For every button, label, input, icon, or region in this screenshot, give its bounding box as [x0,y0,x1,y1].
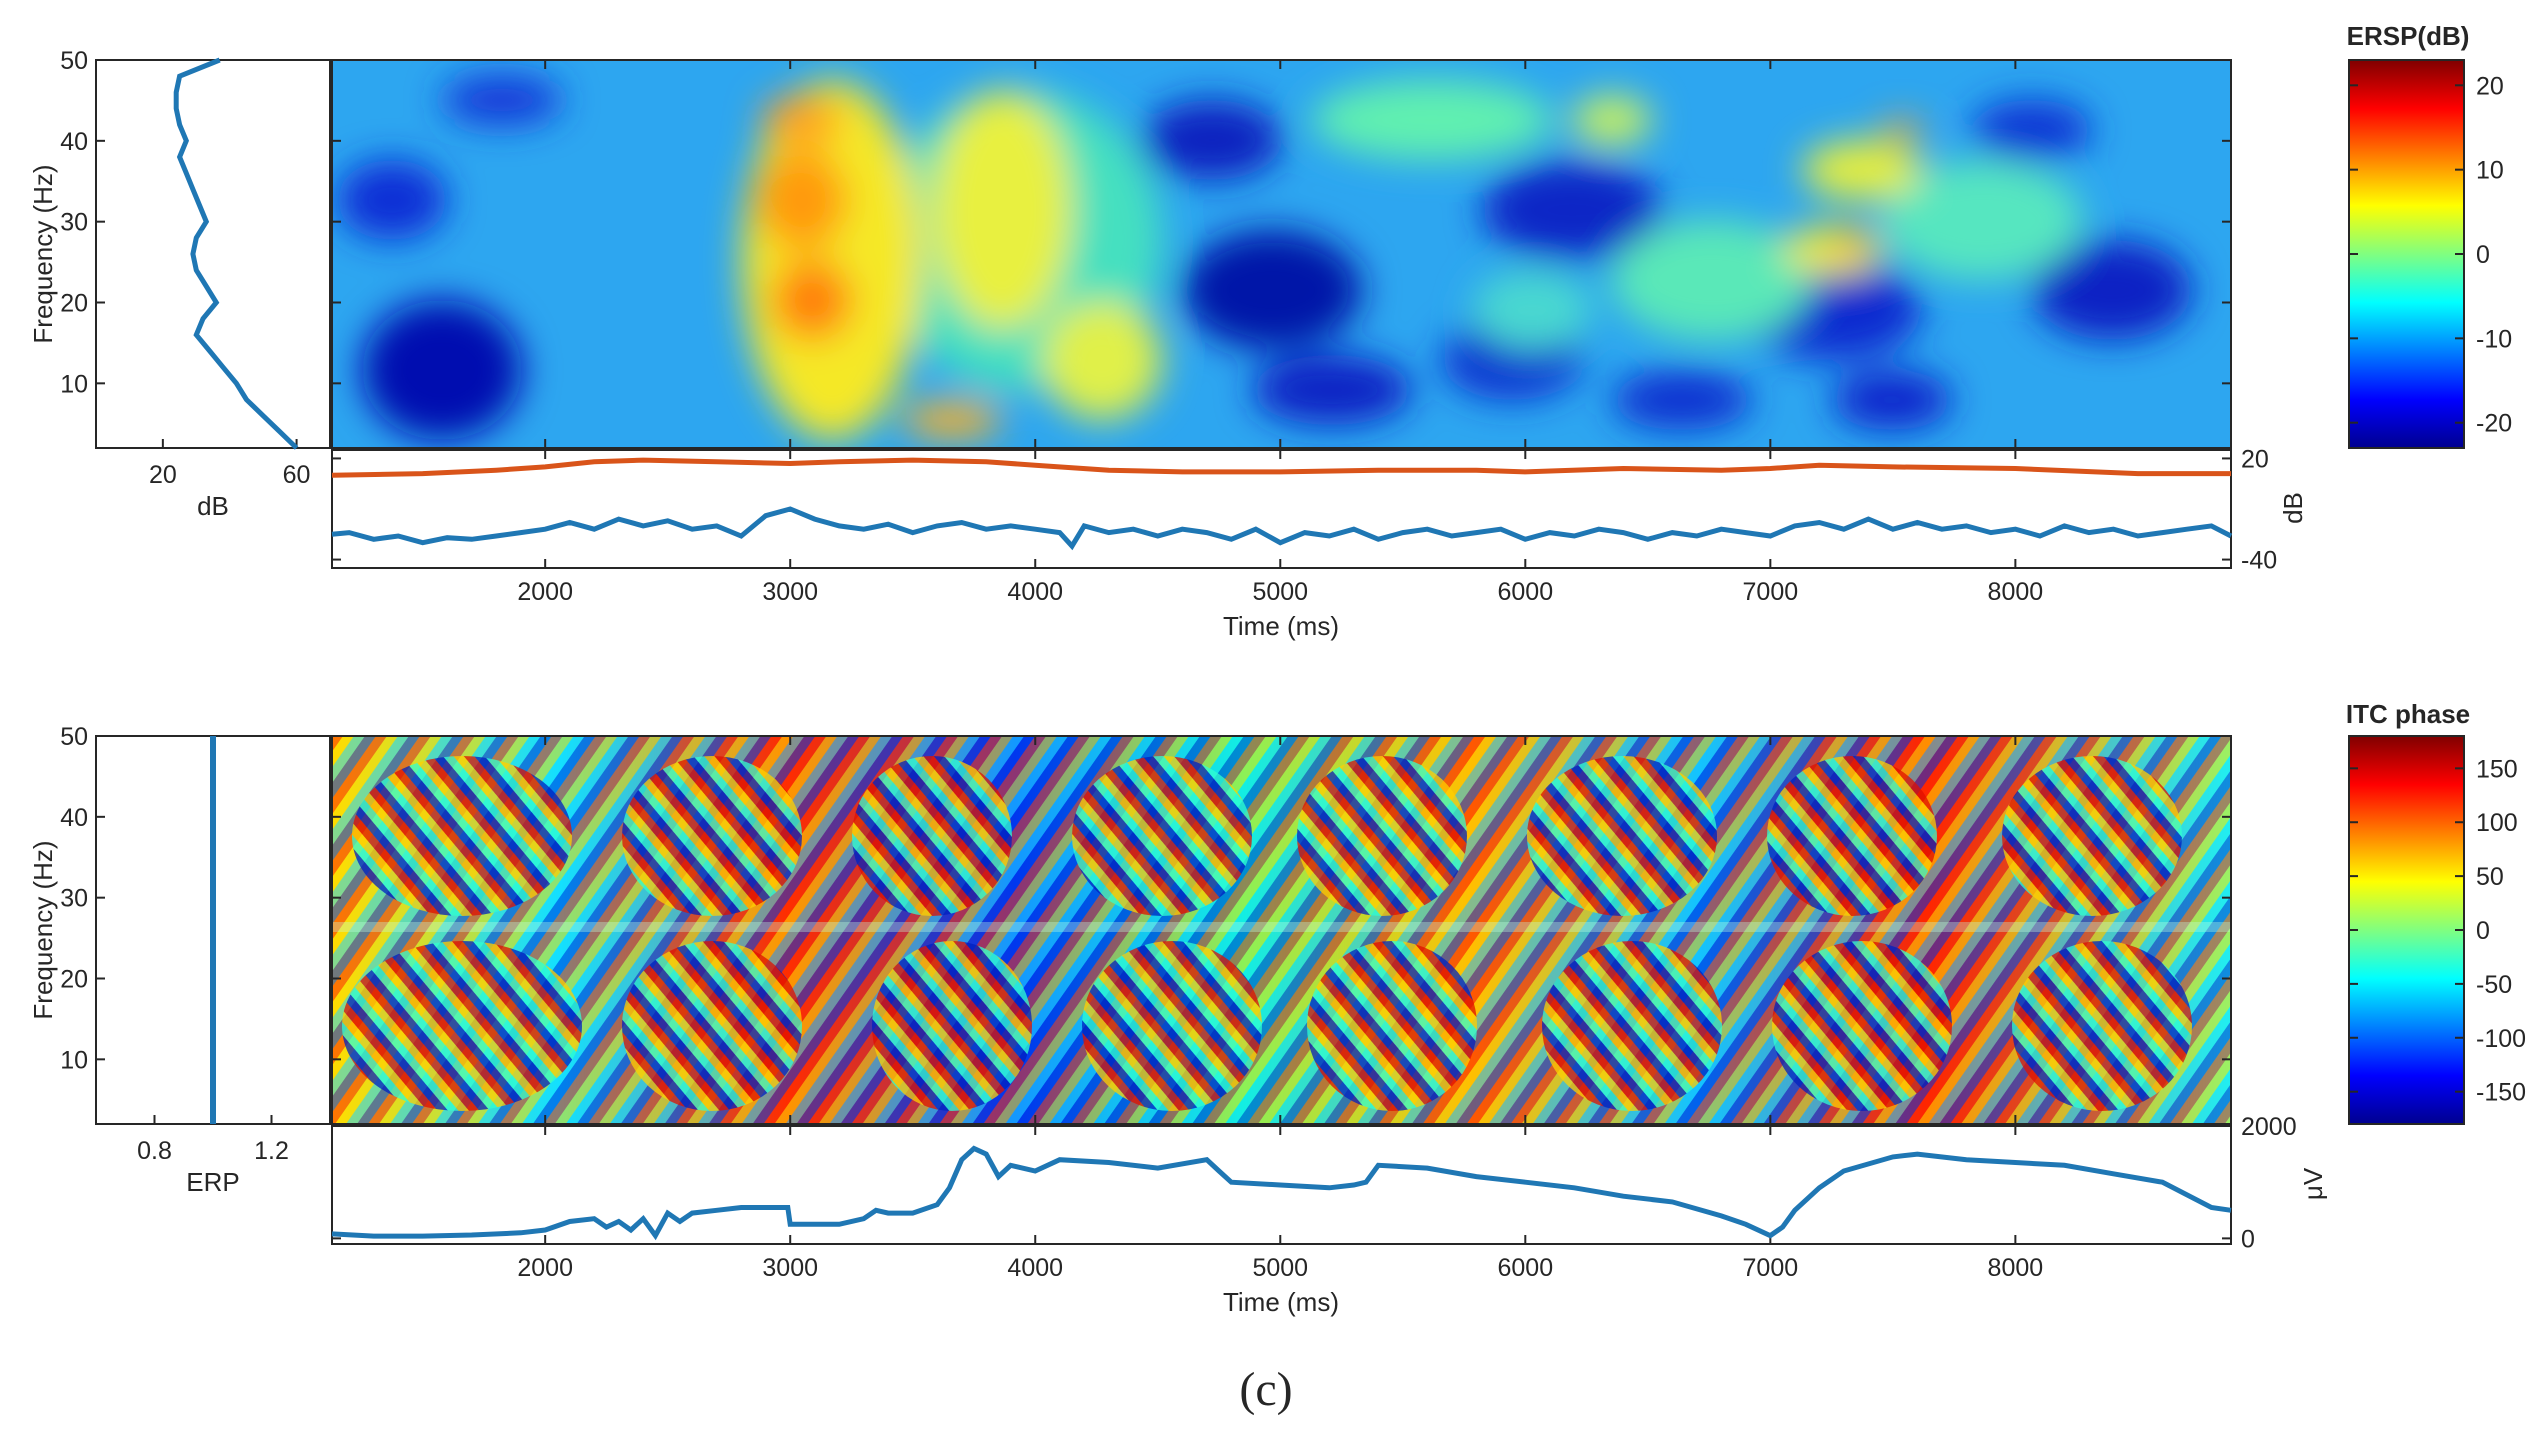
itc-cbar-tick-label: 100 [2476,809,2518,837]
ersp-heatmap-image [332,60,2231,448]
ersp-heatmap-ticks [332,59,2231,448]
ersp-colorbar-bar [2348,59,2465,449]
itc-xtick-label: 5000 [1252,1254,1308,1282]
itc-bottom-panel: 2000 3000 4000 5000 6000 7000 8000 2000 0 μV Ti… [331,1113,2328,1317]
ersp-ytick-label: 20 [60,290,88,318]
itc-heatmap-image [332,736,2231,1124]
itc-chart: 10 20 30 40 50 0.8 1.2 ERP Frequency (Hz) [28,699,2526,1317]
itc-cbar-tick-label: -100 [2476,1025,2526,1053]
itc-cbar-tick-label: 150 [2476,755,2518,783]
ersp-cbar-tick-label: 20 [2476,72,2504,100]
itc-cbar-tick-label: 0 [2476,917,2490,945]
itc-colorbar: -150 -100 -50 0 50 100 150 ITC phase [2346,699,2526,1125]
ersp-ytick-label: 30 [60,209,88,237]
ersp-colorbar: -20 -10 0 10 20 ERSP(dB) [2347,21,2512,449]
itc-xtick-label: 7000 [1743,1254,1799,1282]
itc-xlabel: Time (ms) [1223,1287,1339,1317]
itc-ytick-label: 20 [60,966,88,994]
ersp-ytick-label: 40 [60,128,88,156]
itc-side-xlabel: ERP [186,1167,239,1197]
ersp-heatmap-frame [331,59,2232,449]
itc-cbar-tick-label: 50 [2476,863,2504,891]
ersp-title: ERSP(dB) [2347,21,2470,51]
ersp-xtick-label: 2000 [517,578,573,606]
itc-ytick-label: 10 [60,1046,88,1074]
ersp-xtick-label: 8000 [1988,578,2044,606]
itc-cbar-tick-label: -50 [2476,971,2512,999]
itc-bottom-yticks: 2000 0 [332,1113,2297,1253]
itc-heatmap [331,735,2232,1125]
itc-side-xtick-label: 0.8 [137,1137,172,1165]
itc-xtick-label: 2000 [517,1254,573,1282]
ersp-bottom-ytick-label: -40 [2241,547,2277,575]
itc-cbar-tick-label: -150 [2476,1079,2526,1107]
itc-bottom-ylabel: μV [2298,1167,2328,1200]
ersp-xlabel: Time (ms) [1223,611,1339,641]
ersp-bottom-xticks: 2000 3000 4000 5000 6000 7000 8000 [517,450,2043,606]
itc-side-xticks: 0.8 1.2 [137,1115,289,1165]
ersp-xtick-label: 3000 [762,578,818,606]
itc-ytick-label: 40 [60,804,88,832]
itc-xtick-label: 6000 [1497,1254,1553,1282]
ersp-bottom-yticks: 20 -40 [332,445,2277,575]
ersp-cbar-tick-label: -10 [2476,325,2512,353]
ersp-side-frame [95,59,331,449]
ersp-ytick-label: 50 [60,47,88,75]
ersp-heatmap [331,59,2232,449]
ersp-cbar-tick-label: 0 [2476,241,2490,269]
itc-heatmap-frame [331,735,2232,1125]
ersp-xtick-label: 7000 [1743,578,1799,606]
ersp-ylabel: Frequency (Hz) [28,164,58,343]
ersp-xtick-label: 5000 [1252,578,1308,606]
itc-side-panel: 10 20 30 40 50 0.8 1.2 ERP Frequency (Hz) [28,723,331,1197]
itc-ytick-label: 50 [60,723,88,751]
ersp-cbar-tick-label: -20 [2476,410,2512,438]
ersp-upper-line [331,457,2231,478]
ersp-side-xtick-label: 20 [149,461,177,489]
itc-bottom-ytick-label: 0 [2241,1225,2255,1253]
ersp-bottom-ytick-label: 20 [2241,445,2269,473]
itc-ytick-label: 30 [60,885,88,913]
ersp-side-profile-line [173,57,299,450]
itc-bottom-ytick-label: 2000 [2241,1113,2297,1141]
itc-ylabel: Frequency (Hz) [28,840,58,1019]
ersp-side-yticks: 10 20 30 40 50 [60,47,105,398]
ersp-ytick-label: 10 [60,370,88,398]
ersp-side-xlabel: dB [197,491,229,521]
ersp-bottom-ylabel: dB [2278,492,2308,524]
ersp-cbar-tick-label: 10 [2476,157,2504,185]
ersp-lower-line [331,506,2233,551]
itc-xtick-label: 3000 [762,1254,818,1282]
ersp-colorbar-ticks: -20 -10 0 10 20 [2349,72,2512,438]
itc-erp-line [331,1145,2232,1241]
ersp-xtick-label: 6000 [1497,578,1553,606]
itc-colorbar-bar [2348,735,2465,1125]
ersp-side-xtick-label: 60 [283,461,311,489]
itc-colorbar-ticks: -150 -100 -50 0 50 100 150 [2349,755,2526,1107]
itc-side-xtick-label: 1.2 [254,1137,289,1165]
figure-caption: (c) [1239,1363,1292,1416]
itc-heatmap-ticks [332,735,2231,1124]
ersp-side-xticks: 20 60 [149,439,311,489]
itc-bottom-xticks: 2000 3000 4000 5000 6000 7000 8000 [517,1126,2043,1282]
itc-xtick-label: 8000 [1988,1254,2044,1282]
ersp-bottom-panel: 2000 3000 4000 5000 6000 7000 8000 20 -40 dB Ti… [331,445,2308,641]
itc-xtick-label: 4000 [1007,1254,1063,1282]
itc-title: ITC phase [2346,699,2470,729]
ersp-xtick-label: 4000 [1007,578,1063,606]
itc-side-yticks: 10 20 30 40 50 [60,723,105,1074]
